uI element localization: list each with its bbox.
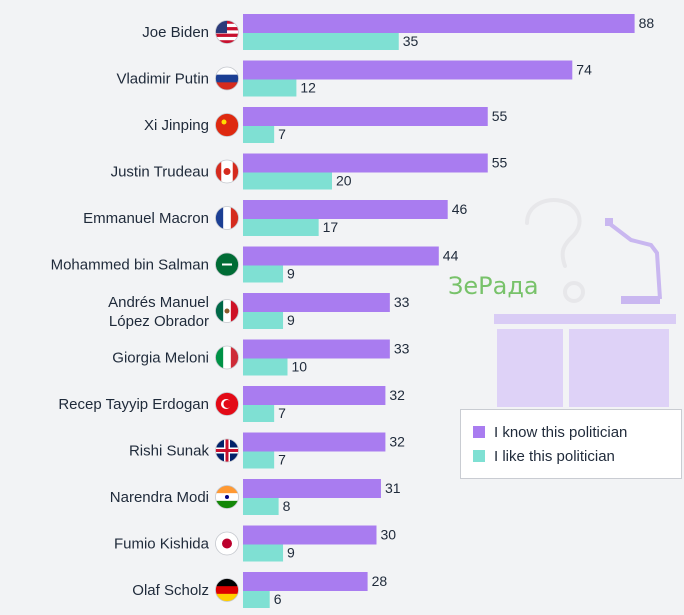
category-label: Mohammed bin Salman bbox=[51, 257, 209, 274]
bar-like bbox=[243, 544, 284, 562]
value-label-like: 20 bbox=[336, 173, 352, 189]
value-label-know: 46 bbox=[452, 201, 468, 217]
legend-swatch-like bbox=[473, 450, 485, 462]
bar-like bbox=[243, 265, 284, 283]
category-label: Olaf Scholz bbox=[132, 582, 209, 599]
value-label-know: 74 bbox=[576, 62, 592, 78]
bar-like bbox=[243, 79, 297, 97]
legend-swatch-know bbox=[473, 426, 485, 438]
value-label-know: 33 bbox=[394, 341, 410, 357]
bar-like bbox=[243, 451, 275, 469]
bar-know bbox=[243, 572, 368, 591]
bar-know bbox=[243, 525, 377, 545]
bar-know bbox=[243, 339, 390, 359]
value-label-know: 30 bbox=[381, 527, 397, 543]
bar-like bbox=[243, 405, 275, 422]
india-flag-icon bbox=[215, 485, 239, 509]
bar-like bbox=[243, 358, 288, 376]
value-label-know: 88 bbox=[639, 15, 655, 31]
value-label-know: 55 bbox=[492, 155, 508, 171]
italy-flag-icon bbox=[215, 345, 239, 370]
bar-know bbox=[243, 432, 386, 452]
saudi-arabia-flag-icon bbox=[215, 252, 239, 277]
category-label: Justin Trudeau bbox=[111, 164, 209, 181]
bar-know bbox=[243, 386, 386, 405]
category-label: Emmanuel Macron bbox=[83, 210, 209, 227]
value-label-know: 44 bbox=[443, 248, 459, 264]
france-flag-icon bbox=[215, 206, 239, 230]
category-label: Giorgia Meloni bbox=[112, 350, 209, 367]
bar-know bbox=[243, 246, 439, 266]
value-label-know: 32 bbox=[389, 434, 405, 450]
value-label-like: 12 bbox=[300, 80, 316, 96]
value-label-like: 7 bbox=[278, 126, 286, 142]
china-flag-icon bbox=[215, 113, 239, 137]
category-label: Narendra Modi bbox=[110, 489, 209, 506]
category-label: Fumio Kishida bbox=[114, 536, 210, 553]
chart-legend: I know this politician I like this polit… bbox=[460, 409, 682, 479]
bar-like bbox=[243, 172, 332, 190]
legend-item-know: I know this politician bbox=[473, 420, 669, 444]
category-label: Joe Biden bbox=[142, 24, 209, 41]
watermark-text: ЗеРада bbox=[448, 272, 539, 300]
bar-know bbox=[243, 479, 381, 498]
value-label-like: 7 bbox=[278, 452, 286, 468]
united-states-flag-icon bbox=[215, 20, 239, 44]
category-label: Recep Tayyip Erdogan bbox=[58, 396, 209, 413]
bar-like bbox=[243, 591, 270, 608]
canada-flag-icon bbox=[215, 159, 239, 184]
category-label: Xi Jinping bbox=[144, 117, 209, 134]
value-label-know: 32 bbox=[389, 387, 405, 403]
bar-know bbox=[243, 60, 573, 80]
bar-know bbox=[243, 153, 488, 173]
bar-know bbox=[243, 14, 635, 33]
turkey-flag-icon bbox=[215, 392, 239, 416]
value-label-know: 33 bbox=[394, 294, 410, 310]
value-label-like: 10 bbox=[292, 359, 308, 375]
russia-flag-icon bbox=[215, 66, 239, 91]
value-label-like: 9 bbox=[287, 545, 295, 561]
value-label-like: 9 bbox=[287, 266, 295, 282]
bar-like bbox=[243, 126, 275, 143]
bar-like bbox=[243, 219, 319, 236]
bar-like bbox=[243, 498, 279, 515]
bar-know bbox=[243, 200, 448, 219]
legend-label-know: I know this politician bbox=[494, 423, 628, 441]
value-label-know: 31 bbox=[385, 480, 401, 496]
united-kingdom-flag-icon bbox=[215, 438, 239, 463]
value-label-like: 9 bbox=[287, 312, 295, 328]
bar-like bbox=[243, 33, 399, 50]
bar-know bbox=[243, 293, 390, 312]
category-label: Andrés Manuel López Obrador bbox=[108, 294, 209, 330]
value-label-like: 17 bbox=[323, 219, 339, 235]
bar-like bbox=[243, 312, 284, 329]
legend-item-like: I like this politician bbox=[473, 444, 669, 468]
value-label-like: 35 bbox=[403, 33, 419, 49]
category-label: Vladimir Putin bbox=[116, 71, 209, 88]
germany-flag-icon bbox=[215, 578, 239, 602]
value-label-know: 55 bbox=[492, 108, 508, 124]
value-label-know: 28 bbox=[372, 573, 388, 589]
category-label: Rishi Sunak bbox=[129, 443, 210, 460]
bar-know bbox=[243, 107, 488, 126]
japan-flag-icon bbox=[215, 531, 239, 556]
value-label-like: 6 bbox=[274, 591, 282, 607]
mexico-flag-icon bbox=[215, 299, 239, 323]
legend-label-like: I like this politician bbox=[494, 447, 615, 465]
value-label-like: 8 bbox=[283, 498, 291, 514]
value-label-like: 7 bbox=[278, 405, 286, 421]
